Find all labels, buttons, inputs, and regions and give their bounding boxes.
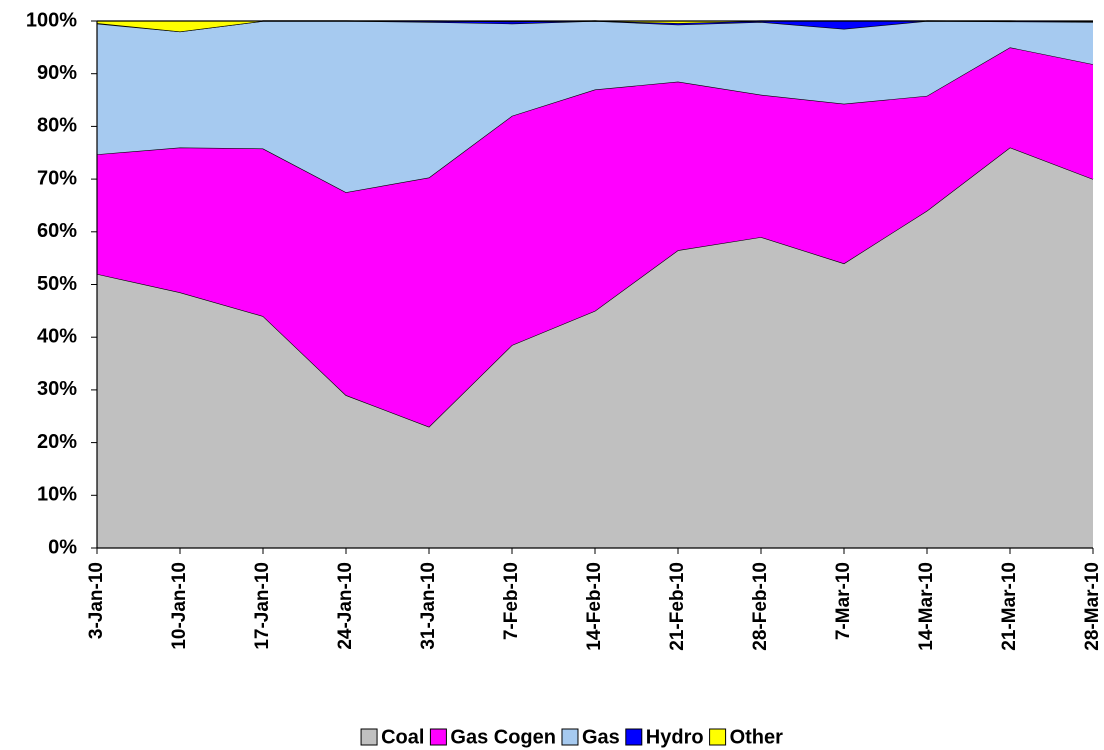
legend-label: Gas Cogen [450, 726, 556, 748]
legend-item: Gas [561, 726, 620, 748]
x-tick-label: 10-Jan-10 [169, 562, 190, 650]
x-tick-label: 31-Jan-10 [418, 562, 439, 650]
y-tick-label: 100% [26, 9, 77, 31]
x-tick-label: 14-Mar-10 [916, 562, 937, 651]
y-tick-label: 80% [37, 115, 77, 137]
area [97, 47, 1093, 427]
y-tick-label: 50% [37, 273, 77, 295]
legend-label: Other [730, 726, 784, 748]
y-tick-label: 90% [37, 62, 77, 84]
area [97, 21, 1093, 32]
legend-item: Other [709, 726, 784, 748]
x-tick-label: 3-Jan-10 [86, 562, 107, 639]
x-tick-label: 17-Jan-10 [252, 562, 273, 650]
axes: 0% 10% 20% 30% 40% 50% 60% 70% 80% 90% 100% 3-Jan-1… [26, 9, 1103, 650]
legend-item: Gas Cogen [429, 726, 556, 748]
x-tick-label: 28-Mar-10 [1082, 562, 1103, 651]
legend-label: Gas [582, 726, 620, 748]
legend-item: Coal [360, 726, 424, 748]
y-tick-label: 0% [48, 536, 77, 558]
y-tick-label: 20% [37, 431, 77, 453]
legend-label: Hydro [646, 726, 704, 748]
x-tick-label: 21-Feb-10 [667, 562, 688, 651]
area [97, 21, 1093, 32]
y-tick-label: 30% [37, 378, 77, 400]
legend-swatch [625, 728, 643, 746]
legend-swatch [709, 728, 727, 746]
x-tick-label: 28-Feb-10 [750, 562, 771, 651]
legend-swatch [429, 728, 447, 746]
legend-swatch [561, 728, 579, 746]
x-tick-label: 7-Feb-10 [501, 562, 522, 640]
legend-item: Hydro [625, 726, 704, 748]
legend: Coal Gas Cogen Gas Hydro Other [360, 726, 784, 748]
x-tick-label: 24-Jan-10 [335, 562, 356, 650]
legend-swatch [360, 728, 378, 746]
y-tick-label: 60% [37, 220, 77, 242]
x-tick-label: 7-Mar-10 [833, 562, 854, 640]
plot-area [96, 20, 1094, 549]
area [97, 21, 1093, 193]
y-tick-label: 70% [37, 167, 77, 189]
y-tick-label: 40% [37, 325, 77, 347]
legend-label: Coal [381, 726, 424, 748]
y-tick-label: 10% [37, 484, 77, 506]
x-tick-label: 21-Mar-10 [999, 562, 1020, 651]
area [97, 147, 1093, 549]
x-tick-label: 14-Feb-10 [584, 562, 605, 651]
